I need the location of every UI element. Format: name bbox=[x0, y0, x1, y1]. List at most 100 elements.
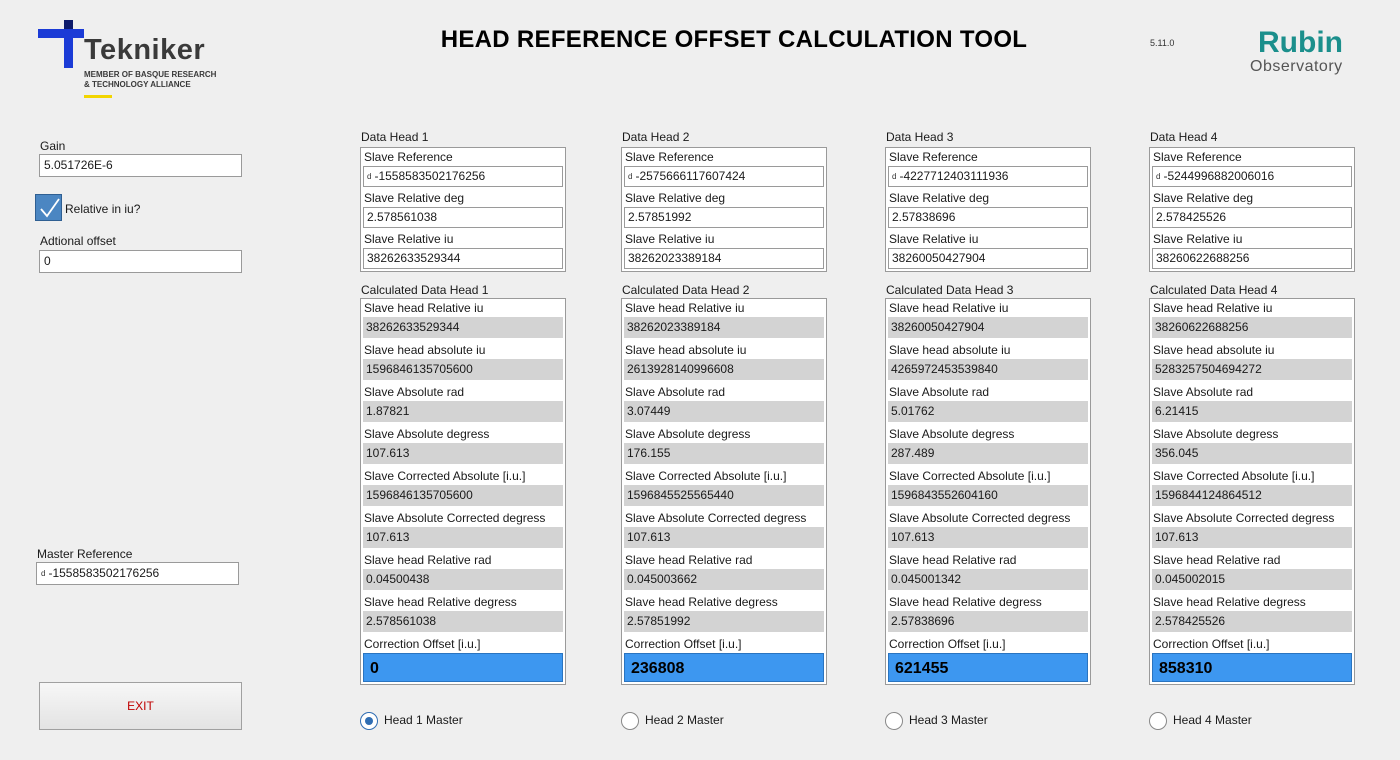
data-head-panel: Slave Reference d -1558583502176256 Slave… bbox=[360, 147, 566, 272]
head-relative-degress-value: 2.578561038 bbox=[363, 611, 563, 632]
correction-offset-label: Correction Offset [i.u.] bbox=[364, 637, 481, 651]
absolute-degress-value: 287.489 bbox=[888, 443, 1088, 464]
correction-offset-value: 0 bbox=[363, 653, 563, 682]
head-relative-rad-label: Slave head Relative rad bbox=[1153, 553, 1281, 567]
head-4-master-label: Head 4 Master bbox=[1173, 713, 1252, 727]
head-relative-rad-value: 0.04500438 bbox=[363, 569, 563, 590]
relative-in-iu-checkbox[interactable] bbox=[35, 194, 62, 221]
absolute-degress-label: Slave Absolute degress bbox=[625, 427, 751, 441]
corrected-absolute-value: 1596846135705600 bbox=[363, 485, 563, 506]
head-2-column: Data Head 2 Slave Reference d -2575666117… bbox=[621, 0, 831, 760]
head-3-column: Data Head 3 Slave Reference d -4227712403… bbox=[885, 0, 1095, 760]
slave-relative-iu-input[interactable]: 38260050427904 bbox=[888, 248, 1088, 269]
head-2-master-radio[interactable] bbox=[621, 712, 639, 730]
head-relative-rad-value: 0.045003662 bbox=[624, 569, 824, 590]
master-reference-input[interactable]: d -1558583502176256 bbox=[36, 562, 239, 585]
exit-button[interactable]: EXIT bbox=[39, 682, 242, 730]
data-head-title: Data Head 3 bbox=[886, 130, 954, 144]
absolute-rad-label: Slave Absolute rad bbox=[625, 385, 726, 399]
correction-offset-value: 858310 bbox=[1152, 653, 1352, 682]
slave-relative-iu-label: Slave Relative iu bbox=[625, 232, 715, 246]
app-title: HEAD REFERENCE OFFSET CALCULATION TOOL bbox=[440, 26, 1028, 53]
gain-input[interactable]: 5.051726E-6 bbox=[39, 154, 242, 177]
slave-reference-label: Slave Reference bbox=[364, 150, 453, 164]
head-relative-iu-value: 38260050427904 bbox=[888, 317, 1088, 338]
data-head-title: Data Head 1 bbox=[361, 130, 429, 144]
slave-relative-deg-label: Slave Relative deg bbox=[625, 191, 726, 205]
absolute-degress-label: Slave Absolute degress bbox=[364, 427, 490, 441]
slave-relative-iu-label: Slave Relative iu bbox=[889, 232, 979, 246]
slave-reference-input[interactable]: d -2575666117607424 bbox=[624, 166, 824, 187]
head-relative-iu-label: Slave head Relative iu bbox=[1153, 301, 1273, 315]
head-relative-degress-value: 2.57851992 bbox=[624, 611, 824, 632]
slave-relative-deg-label: Slave Relative deg bbox=[1153, 191, 1254, 205]
int-type-icon: d bbox=[367, 172, 372, 182]
relative-in-iu-label: Relative in iu? bbox=[65, 202, 141, 216]
absolute-corrected-degress-value: 107.613 bbox=[1152, 527, 1352, 548]
data-head-title: Data Head 4 bbox=[1150, 130, 1218, 144]
head-1-master-label: Head 1 Master bbox=[384, 713, 463, 727]
int-type-icon: d bbox=[41, 568, 46, 578]
head-absolute-iu-value: 4265972453539840 bbox=[888, 359, 1088, 380]
absolute-degress-value: 356.045 bbox=[1152, 443, 1352, 464]
slave-relative-iu-input[interactable]: 38262023389184 bbox=[624, 248, 824, 269]
slave-relative-deg-input[interactable]: 2.57851992 bbox=[624, 207, 824, 228]
slave-reference-input[interactable]: d -4227712403111936 bbox=[888, 166, 1088, 187]
head-relative-iu-label: Slave head Relative iu bbox=[364, 301, 484, 315]
head-1-master-radio[interactable] bbox=[360, 712, 378, 730]
absolute-rad-value: 3.07449 bbox=[624, 401, 824, 422]
head-4-column: Data Head 4 Slave Reference d -5244996882… bbox=[1149, 0, 1359, 760]
slave-relative-iu-label: Slave Relative iu bbox=[1153, 232, 1243, 246]
data-head-panel: Slave Reference d -2575666117607424 Slave… bbox=[621, 147, 827, 272]
data-head-panel: Slave Reference d -4227712403111936 Slave… bbox=[885, 147, 1091, 272]
int-type-icon: d bbox=[892, 172, 897, 182]
head-absolute-iu-value: 2613928140996608 bbox=[624, 359, 824, 380]
version-label: 5.11.0 bbox=[1150, 38, 1175, 48]
slave-reference-input[interactable]: d -5244996882006016 bbox=[1152, 166, 1352, 187]
correction-offset-value: 621455 bbox=[888, 653, 1088, 682]
calculated-head-panel: Slave head Relative iu 38260622688256 Sla… bbox=[1149, 298, 1355, 685]
slave-relative-deg-input[interactable]: 2.578561038 bbox=[363, 207, 563, 228]
head-relative-degress-label: Slave head Relative degress bbox=[625, 595, 778, 609]
head-4-master-radio[interactable] bbox=[1149, 712, 1167, 730]
head-relative-iu-value: 38262633529344 bbox=[363, 317, 563, 338]
corrected-absolute-label: Slave Corrected Absolute [i.u.] bbox=[1153, 469, 1315, 483]
absolute-degress-label: Slave Absolute degress bbox=[1153, 427, 1279, 441]
slave-relative-iu-input[interactable]: 38262633529344 bbox=[363, 248, 563, 269]
head-relative-degress-value: 2.57838696 bbox=[888, 611, 1088, 632]
rubin-logo-line2: Observatory bbox=[1250, 58, 1343, 75]
slave-relative-iu-input[interactable]: 38260622688256 bbox=[1152, 248, 1352, 269]
additional-offset-label: Adtional offset bbox=[40, 234, 116, 248]
tekniker-logo-subtitle: MEMBER OF BASQUE RESEARCH & TECHNOLOGY A… bbox=[84, 70, 217, 89]
corrected-absolute-value: 1596845525565440 bbox=[624, 485, 824, 506]
absolute-degress-value: 107.613 bbox=[363, 443, 563, 464]
corrected-absolute-value: 1596843552604160 bbox=[888, 485, 1088, 506]
absolute-rad-label: Slave Absolute rad bbox=[1153, 385, 1254, 399]
checkmark-icon bbox=[40, 198, 60, 218]
correction-offset-label: Correction Offset [i.u.] bbox=[625, 637, 742, 651]
slave-relative-deg-label: Slave Relative deg bbox=[889, 191, 990, 205]
head-relative-degress-label: Slave head Relative degress bbox=[889, 595, 1042, 609]
head-absolute-iu-label: Slave head absolute iu bbox=[364, 343, 486, 357]
head-absolute-iu-label: Slave head absolute iu bbox=[1153, 343, 1275, 357]
slave-relative-deg-input[interactable]: 2.578425526 bbox=[1152, 207, 1352, 228]
master-reference-label: Master Reference bbox=[37, 547, 133, 561]
absolute-corrected-degress-label: Slave Absolute Corrected degress bbox=[889, 511, 1071, 525]
absolute-rad-label: Slave Absolute rad bbox=[364, 385, 465, 399]
calculated-head-panel: Slave head Relative iu 38262023389184 Sla… bbox=[621, 298, 827, 685]
absolute-rad-value: 6.21415 bbox=[1152, 401, 1352, 422]
slave-relative-deg-input[interactable]: 2.57838696 bbox=[888, 207, 1088, 228]
additional-offset-input[interactable]: 0 bbox=[39, 250, 242, 273]
correction-offset-value: 236808 bbox=[624, 653, 824, 682]
slave-reference-label: Slave Reference bbox=[889, 150, 978, 164]
int-type-icon: d bbox=[1156, 172, 1161, 182]
head-3-master-radio[interactable] bbox=[885, 712, 903, 730]
slave-reference-input[interactable]: d -1558583502176256 bbox=[363, 166, 563, 187]
corrected-absolute-label: Slave Corrected Absolute [i.u.] bbox=[625, 469, 787, 483]
head-absolute-iu-label: Slave head absolute iu bbox=[889, 343, 1011, 357]
head-relative-iu-value: 38262023389184 bbox=[624, 317, 824, 338]
data-head-title: Data Head 2 bbox=[622, 130, 690, 144]
absolute-degress-label: Slave Absolute degress bbox=[889, 427, 1015, 441]
tekniker-logo-name: Tekniker bbox=[84, 34, 206, 66]
correction-offset-label: Correction Offset [i.u.] bbox=[889, 637, 1006, 651]
